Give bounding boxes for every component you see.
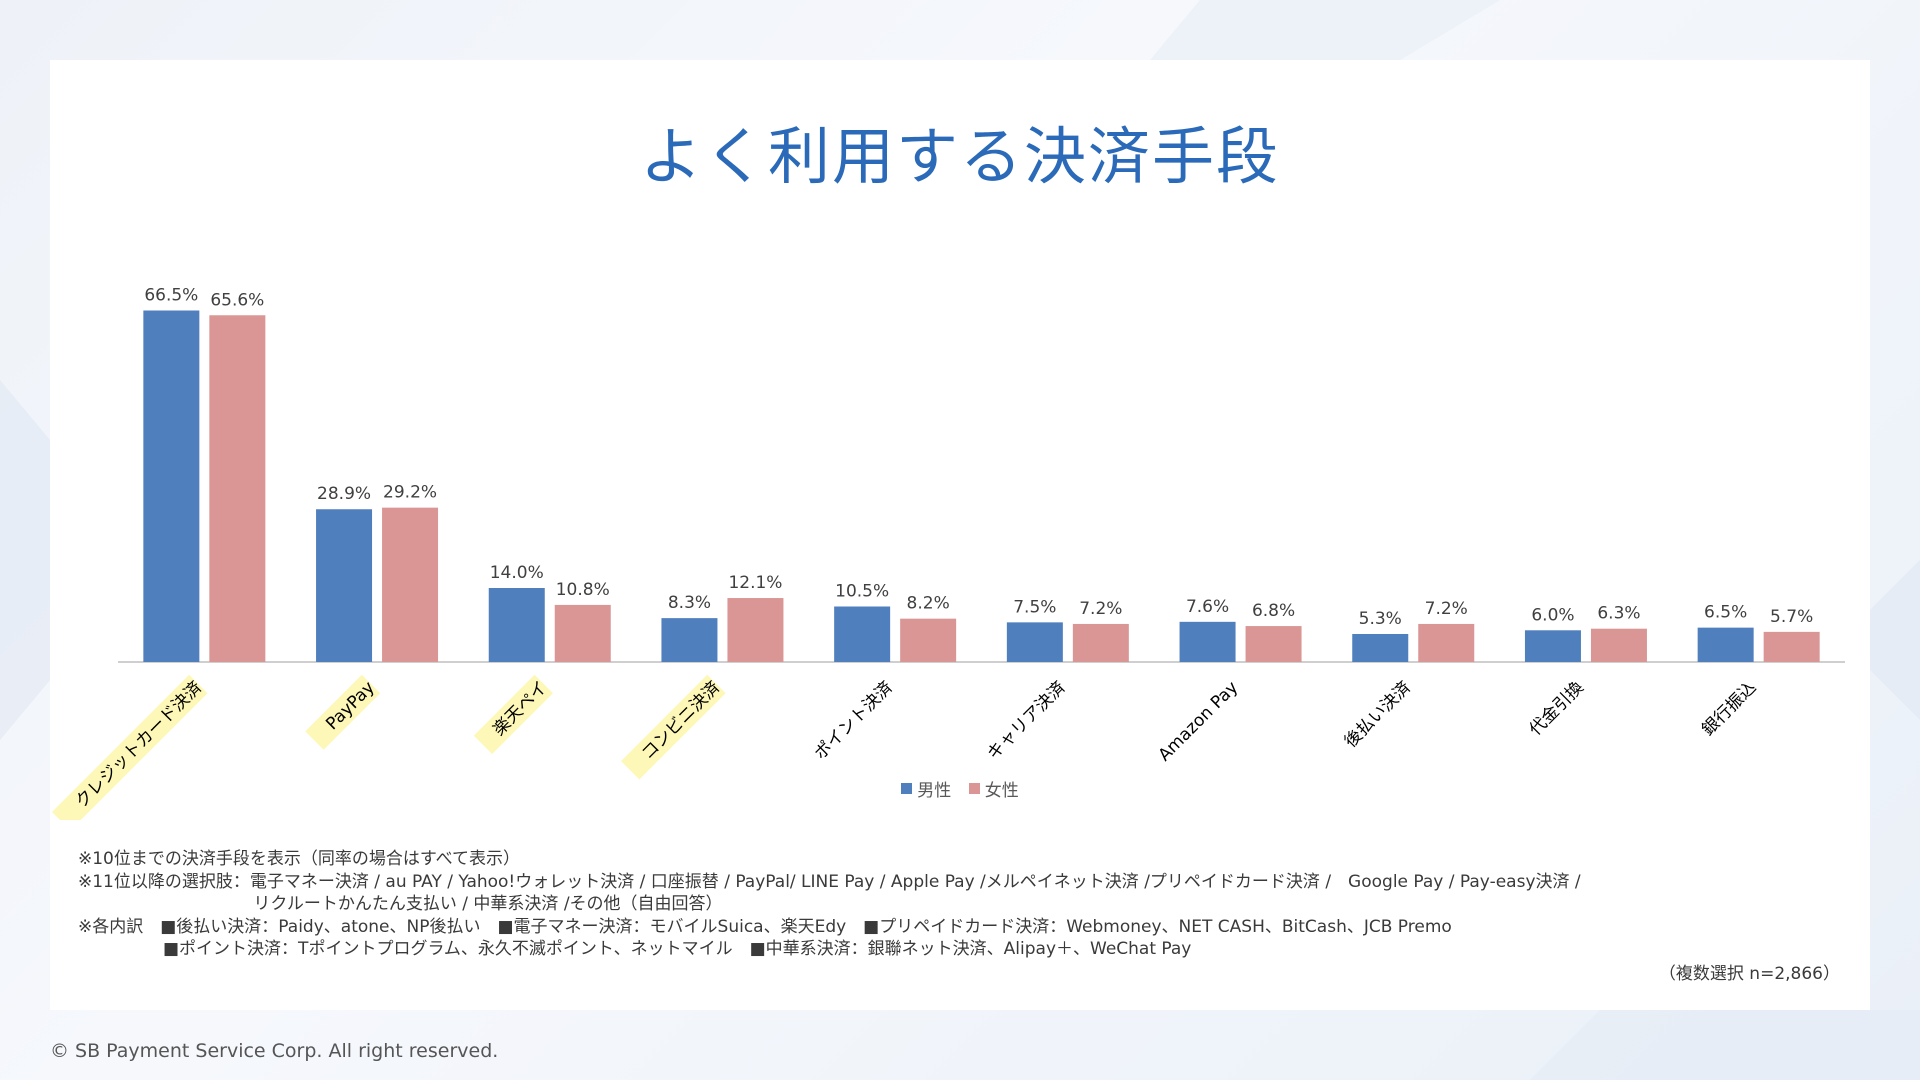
bar-female — [1590, 628, 1647, 662]
bar-female — [209, 315, 266, 662]
data-label: 6.8% — [1252, 601, 1295, 621]
category-label: 楽天ペイ — [489, 678, 551, 740]
data-label: 6.3% — [1597, 604, 1640, 624]
category-highlight — [51, 674, 208, 820]
category-label: 代金引換 — [1526, 678, 1588, 740]
bar-female — [900, 618, 957, 662]
footnote-line: リクルートかんたん支払い / 中華系決済 /その他（自由回答） — [78, 894, 723, 914]
category-label: 後払い決済 — [1341, 678, 1415, 752]
data-label: 10.5% — [835, 582, 889, 602]
data-label: 6.5% — [1704, 603, 1747, 623]
category-highlight — [305, 674, 381, 750]
data-label: 12.1% — [728, 573, 782, 593]
footnote-line: ※10位までの決済手段を表示（同率の場合はすべて表示） — [78, 849, 521, 869]
data-label: 7.5% — [1013, 597, 1056, 617]
data-label: 28.9% — [317, 484, 371, 504]
bar-male — [316, 509, 373, 662]
footnote-line: ■ポイント決済：Tポイントプログラム、永久不滅ポイント、ネットマイル ■中華系決… — [78, 939, 1192, 959]
category-label: コンビニ決済 — [638, 678, 724, 764]
bar-female — [1245, 626, 1302, 662]
bar-female — [382, 507, 439, 662]
bar-male — [834, 606, 891, 662]
legend-label-female: 女性 — [984, 781, 1019, 801]
chart-legend: 男性 女性 — [0, 776, 1920, 801]
data-label: 7.6% — [1186, 597, 1229, 617]
data-label: 66.5% — [144, 286, 198, 306]
data-label: 8.2% — [907, 594, 950, 614]
data-label: 5.3% — [1359, 609, 1402, 629]
copyright: © SB Payment Service Corp. All right res… — [50, 1040, 499, 1062]
bar-male — [1006, 622, 1063, 662]
bar-male — [488, 588, 545, 662]
data-label: 65.6% — [210, 290, 264, 310]
data-label: 7.2% — [1425, 599, 1468, 619]
data-label: 10.8% — [556, 580, 610, 600]
legend-item-female: 女性 — [968, 776, 1019, 801]
sample-size-note: （複数選択 n=2,866） — [1658, 964, 1840, 984]
data-label: 6.0% — [1531, 605, 1574, 625]
bar-female — [554, 604, 611, 662]
bar-male — [1697, 627, 1754, 662]
data-label: 8.3% — [668, 593, 711, 613]
bar-male — [1352, 633, 1409, 662]
bar-female — [1072, 623, 1129, 662]
footnote-line: ※11位以降の選択肢：電子マネー決済 / au PAY / Yahoo!ウォレッ… — [78, 871, 1581, 892]
bar-female — [1418, 623, 1475, 662]
bar-female — [1763, 631, 1820, 662]
legend-item-male: 男性 — [901, 776, 951, 801]
category-label: 銀行振込 — [1698, 678, 1760, 740]
legend-label-male: 男性 — [917, 781, 952, 801]
chart-title: よく利用する決済手段 — [639, 120, 1280, 193]
data-label: 5.7% — [1770, 607, 1813, 627]
data-label: 29.2% — [383, 483, 437, 503]
category-label: Amazon Pay — [1155, 678, 1243, 766]
bar-male — [143, 310, 200, 662]
footnote-line: ※各内訳 ■後払い決済：Paidy、atone、NP後払い ■電子マネー決済：モ… — [78, 916, 1452, 937]
data-label: 7.2% — [1079, 599, 1122, 619]
category-label: キャリア決済 — [983, 678, 1069, 764]
data-label: 14.0% — [490, 563, 544, 583]
category-label: ポイント決済 — [811, 678, 897, 764]
bar-female — [727, 598, 784, 662]
footnotes: ※10位までの決済手段を表示（同率の場合はすべて表示） ※11位以降の選択肢：電… — [78, 848, 1581, 961]
bar-male — [1524, 630, 1581, 662]
bar-male — [661, 618, 718, 662]
legend-swatch-male — [901, 783, 913, 794]
bar-male — [1179, 621, 1236, 662]
category-highlight — [620, 674, 726, 780]
category-highlight — [473, 674, 553, 755]
legend-swatch-female — [968, 783, 980, 794]
